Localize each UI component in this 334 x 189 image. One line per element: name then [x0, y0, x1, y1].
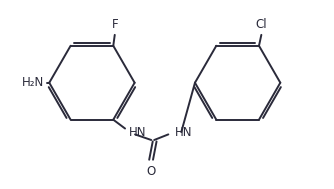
Text: H₂N: H₂N	[22, 76, 44, 89]
Text: HN: HN	[129, 125, 146, 139]
Text: O: O	[147, 165, 156, 178]
Text: HN: HN	[175, 125, 192, 139]
Text: F: F	[112, 18, 118, 31]
Text: Cl: Cl	[256, 18, 267, 31]
